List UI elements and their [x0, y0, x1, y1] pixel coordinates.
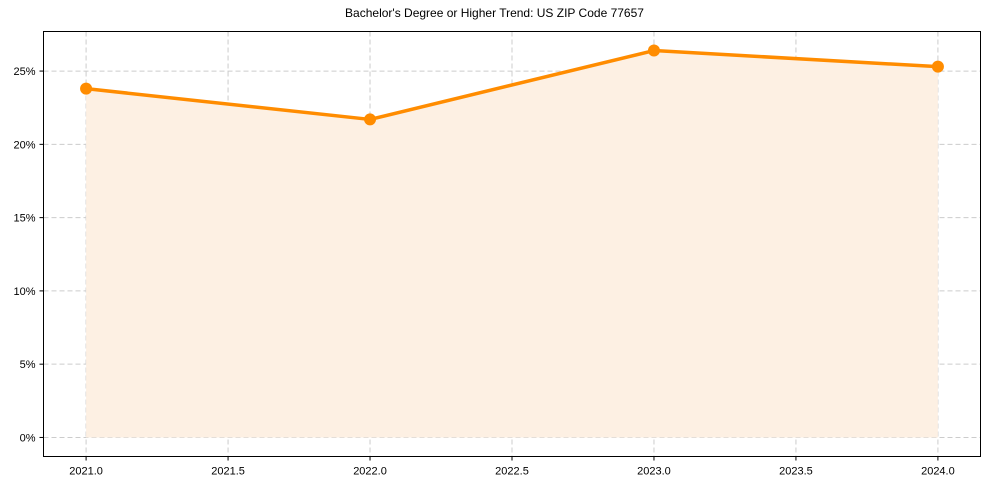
x-tick-label: 2023.5 [779, 466, 813, 478]
x-axis: 2021.0 2021.5 2022.0 2022.5 2023.0 2023.5 2024… [69, 456, 955, 478]
y-tick-label: 10% [13, 286, 35, 298]
x-tick-label: 2021.5 [211, 466, 245, 478]
data-markers [80, 44, 944, 126]
data-point [647, 44, 660, 57]
chart-title: Bachelor's Degree or Higher Trend: US ZI… [345, 6, 644, 20]
x-tick-label: 2022.5 [495, 466, 529, 478]
data-line [85, 48, 939, 122]
x-tick-label: 2022.0 [353, 466, 387, 478]
y-tick-label: 25% [13, 66, 35, 78]
y-tick-label: 15% [13, 213, 35, 225]
area-fill [86, 50, 938, 438]
y-tick-label: 0% [20, 432, 36, 444]
y-axis: 0% 5% 10% 15% 20% 25% [13, 66, 44, 444]
y-tick-label: 5% [20, 359, 36, 371]
data-point [364, 113, 377, 126]
x-tick-label: 2023.0 [637, 466, 671, 478]
x-tick-label: 2021.0 [69, 466, 103, 478]
x-tick-label: 2024.0 [921, 466, 955, 478]
data-point [80, 82, 93, 95]
y-tick-label: 20% [13, 139, 35, 151]
data-point [931, 60, 944, 73]
